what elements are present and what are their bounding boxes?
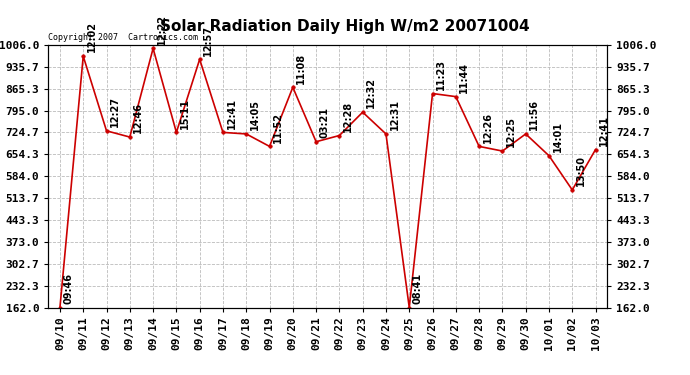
Text: 12:02: 12:02 (87, 21, 97, 53)
Text: 08:41: 08:41 (413, 273, 423, 304)
Text: Copyright 2007  Cartronics.com: Copyright 2007 Cartronics.com (48, 33, 198, 42)
Text: 03:21: 03:21 (319, 107, 330, 138)
Text: 12:26: 12:26 (482, 112, 493, 142)
Text: 12:46: 12:46 (133, 102, 144, 134)
Text: 12:27: 12:27 (110, 96, 120, 127)
Text: 15:11: 15:11 (180, 98, 190, 129)
Text: 12:32: 12:32 (366, 78, 376, 108)
Text: 12:28: 12:28 (343, 100, 353, 132)
Text: 12:25: 12:25 (506, 116, 516, 147)
Text: 11:08: 11:08 (296, 53, 306, 84)
Text: 12:41: 12:41 (599, 115, 609, 146)
Text: 12:57: 12:57 (203, 25, 213, 56)
Text: Solar Radiation Daily High W/m2 20071004: Solar Radiation Daily High W/m2 20071004 (160, 19, 530, 34)
Text: 09:46: 09:46 (63, 273, 73, 304)
Text: 11:52: 11:52 (273, 112, 283, 142)
Text: 13:50: 13:50 (575, 155, 586, 186)
Text: 11:44: 11:44 (460, 62, 469, 93)
Text: 12:22: 12:22 (157, 14, 166, 45)
Text: 14:01: 14:01 (553, 121, 562, 152)
Text: 12:41: 12:41 (226, 98, 237, 129)
Text: 14:05: 14:05 (250, 99, 259, 130)
Text: 11:23: 11:23 (436, 59, 446, 90)
Text: 12:31: 12:31 (389, 99, 400, 130)
Text: 11:56: 11:56 (529, 99, 539, 130)
